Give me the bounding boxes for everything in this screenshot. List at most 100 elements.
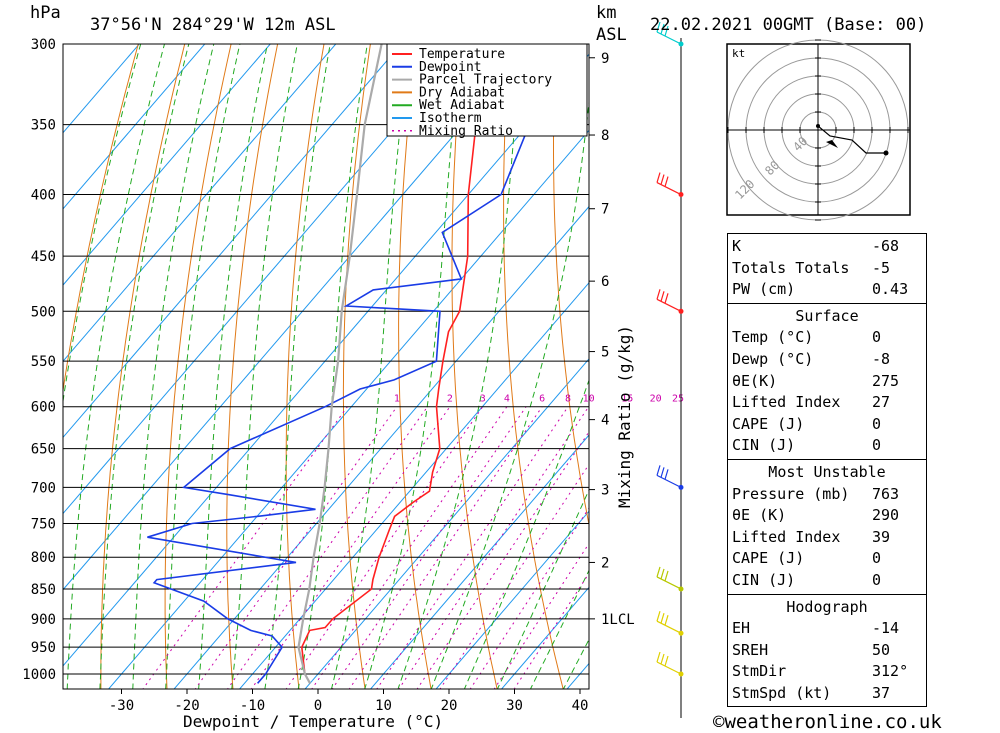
wet-adiabat-line [99, 44, 190, 689]
wind-barb-flag [664, 25, 669, 37]
isotherm-line [107, 129, 589, 689]
x-axis-label: Dewpoint / Temperature (°C) [183, 712, 443, 731]
dry-adiabat-line [503, 44, 564, 689]
dry-adiabat-line [164, 44, 232, 689]
hodograph-stats-section: Hodograph EH -14 SREH 50 StmDir 312° StmSpd… [727, 593, 927, 708]
hodograph-unit-label: kt [732, 47, 745, 60]
dry-adiabat-line [925, 26, 1000, 699]
wet-adiabat-line [264, 44, 331, 689]
mu-cape-value: 0 [872, 549, 882, 568]
mixing-ratio-axis-label: Mixing Ratio (g/kg) [615, 325, 634, 508]
plot-frame [62, 43, 590, 690]
wet-adiabat-line [529, 569, 589, 689]
surface-temp-value: 0 [872, 328, 882, 347]
wind-barb-flag [664, 655, 669, 667]
mixing-ratio-tick-label: 10 [583, 394, 595, 405]
surface-li-label: Lifted Index [732, 393, 841, 412]
km-tick-label: 4 [601, 413, 609, 429]
x-tick-label: 40 [572, 698, 589, 714]
pressure-tick-label: 400 [31, 188, 56, 204]
dry-adiabat-line [451, 44, 498, 689]
mu-li-label: Lifted Index [732, 527, 841, 546]
pressure-tick-label: 450 [31, 249, 56, 265]
wind-barb-flag [656, 566, 661, 578]
isotherm-line [173, 205, 589, 689]
location-title: 37°56'N 284°29'W 12m ASL [90, 15, 336, 35]
mu-theta-value: 290 [872, 506, 900, 525]
wind-barb-flag [660, 291, 665, 302]
isotherm-line [63, 44, 271, 286]
km-tick-label: 8 [601, 128, 609, 144]
km-tick-label: 9 [601, 51, 609, 67]
legend-label: Mixing Ratio [419, 124, 513, 139]
most-unstable-section: Most Unstable Pressure (mb) 763 θE (K) 290… [727, 458, 927, 595]
isotherm-line [63, 44, 337, 362]
pressure-tick-label: 550 [31, 354, 56, 370]
wet-adiabat-line [397, 44, 523, 689]
km-tick-label: 1LCL [601, 612, 635, 628]
pressure-tick-label: 1000 [22, 667, 56, 683]
mu-cin-value: 0 [872, 570, 882, 589]
wind-barb-flag [664, 469, 669, 480]
surface-cape-label: CAPE (J) [732, 414, 805, 433]
x-tick-label: 30 [506, 698, 523, 714]
km-tick-label: 6 [601, 274, 609, 290]
wind-barb-flag [664, 570, 669, 582]
sreh-label: SREH [732, 640, 769, 659]
pressure-tick-label: 650 [31, 442, 56, 458]
km-label: km [596, 3, 616, 23]
legend-label: Dewpoint [419, 60, 482, 75]
mu-theta-label: θE (K) [732, 506, 787, 525]
mixing-ratio-tick-label: 6 [539, 394, 545, 405]
wind-barb-flag [664, 293, 669, 304]
mixing-ratio-tick-label: 4 [504, 394, 510, 405]
wind-barb-flag [660, 613, 665, 624]
datetime-title: 22.02.2021 00GMT (Base: 00) [650, 15, 926, 35]
x-tick-label: 20 [441, 698, 458, 714]
dry-adiabat-line [398, 44, 432, 689]
surface-li-value: 27 [872, 393, 891, 412]
surface-cin-value: 0 [872, 436, 882, 455]
hodograph-stats-title: Hodograph [786, 597, 868, 616]
dry-adiabat-line [342, 44, 371, 689]
series-parcel-trajectory [297, 44, 383, 684]
mixing-ratio-line [513, 572, 589, 689]
wet-adiabat-line [231, 44, 298, 689]
mixing-ratio-tick-label: 3 [480, 394, 486, 405]
wind-barb-flag [656, 289, 661, 300]
k-index-label: K [732, 237, 742, 255]
sreh-value: 50 [872, 640, 891, 659]
pressure-tick-label: 750 [31, 516, 56, 532]
isotherm-line [63, 44, 206, 210]
hodograph-trace [817, 125, 886, 154]
wind-barb-flag [664, 176, 669, 187]
mixing-ratio-line [226, 406, 428, 689]
mixing-ratio-line [311, 406, 508, 689]
isotherm-line [238, 281, 589, 689]
indices-panel: K -68 Totals Totals -5 PW (cm) 0.43 Surface… [727, 233, 927, 708]
wind-barb-flag [660, 467, 665, 478]
wet-adiabat-line [66, 44, 166, 689]
surface-cape-value: 0 [872, 414, 882, 433]
mixing-ratio-line [398, 406, 589, 689]
storm-motion-arrow [826, 140, 838, 148]
pressure-tick-label: 500 [31, 304, 56, 320]
mixing-ratio-tick-label: 8 [565, 394, 571, 405]
mixing-ratio-line [469, 507, 589, 689]
wind-barb-flag [664, 615, 669, 626]
pressure-tick-label: 700 [31, 480, 56, 496]
mixing-ratio-line [493, 542, 589, 689]
pressure-tick-label: 950 [31, 640, 56, 656]
stmspd-label: StmSpd (kt) [732, 683, 832, 702]
mixing-ratio-line [250, 406, 451, 689]
series-dewpoint [147, 44, 543, 684]
surface-theta-label: θE(K) [732, 371, 778, 390]
hodograph-origin [816, 124, 820, 128]
pressure-tick-label: 300 [31, 37, 56, 53]
eh-value: -14 [872, 619, 900, 638]
surface-section: Surface Temp (°C) 0 Dewp (°C) -8 θE(K) 275 … [727, 302, 927, 460]
surface-theta-value: 275 [872, 371, 900, 390]
x-tick-label: -30 [109, 698, 134, 714]
legend-label: Dry Adiabat [419, 85, 505, 100]
isotherm-line [435, 510, 589, 689]
